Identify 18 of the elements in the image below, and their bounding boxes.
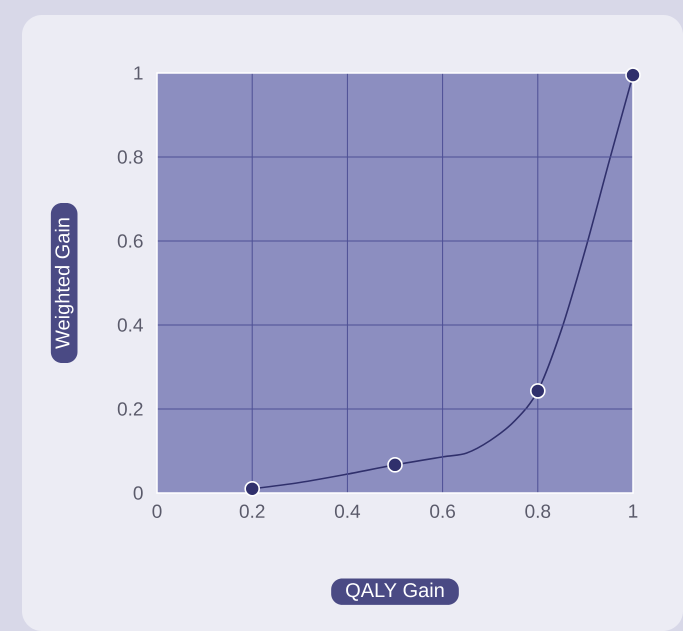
point [625, 67, 641, 83]
x-tick-label: 0.6 [430, 504, 455, 518]
x-tick-label: 0.2 [240, 504, 264, 518]
x-tick-label: 1 [629, 504, 638, 518]
point [244, 480, 260, 497]
point [530, 383, 546, 399]
y-tick-label: 1 [134, 66, 143, 80]
y-axis-title: Weighted Gain [54, 218, 74, 349]
y-tick-label: 0 [134, 486, 143, 500]
y-tick-label: 0.2 [118, 402, 143, 416]
x-axis-title: QALY Gain [346, 582, 444, 601]
x-tick-label: 0 [152, 504, 162, 518]
point [387, 457, 403, 473]
y-tick-label: 0.6 [118, 234, 143, 248]
x-tick-label: 0.4 [334, 504, 360, 518]
x-tick-label: 0.8 [525, 504, 550, 518]
y-tick-label: 0.4 [118, 318, 143, 332]
y-tick-label: 0.8 [118, 150, 143, 164]
